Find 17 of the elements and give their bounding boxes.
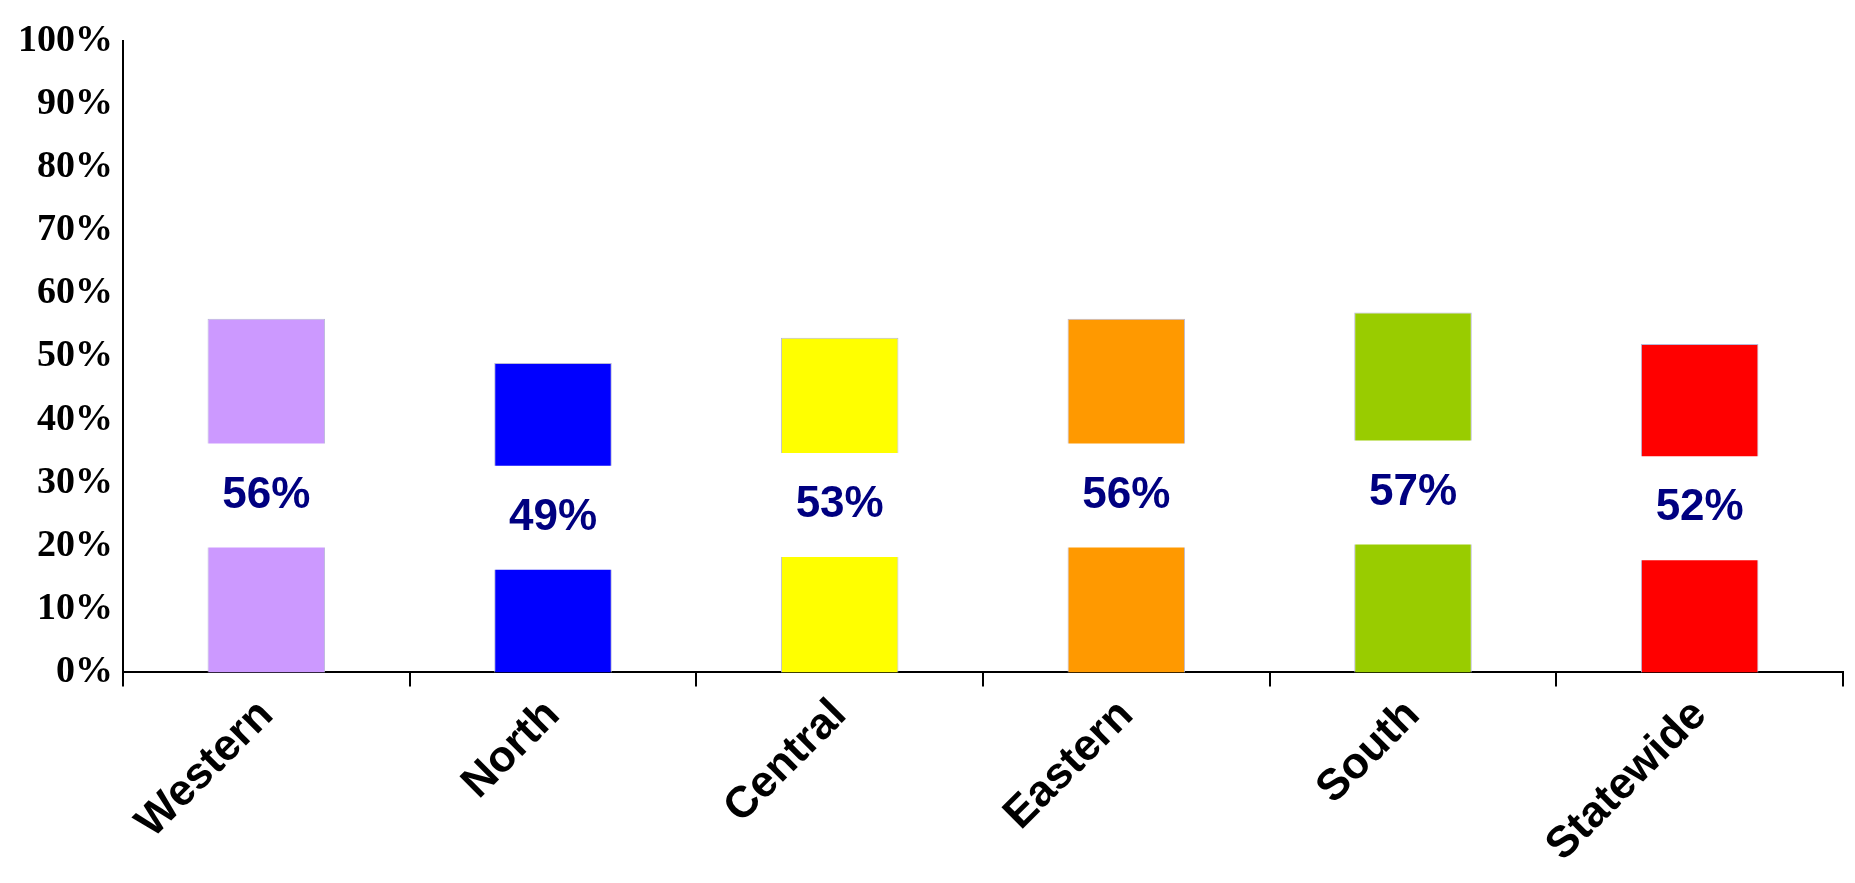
y-tick-label: 100% <box>18 16 113 59</box>
y-tick-label: 80% <box>37 142 113 185</box>
y-tick-label: 30% <box>37 458 113 501</box>
data-label: 53% <box>795 477 884 527</box>
y-tick-label: 50% <box>37 332 113 375</box>
y-tick-label: 90% <box>37 79 113 122</box>
data-label: 57% <box>1368 464 1458 514</box>
data-label: 49% <box>508 489 598 539</box>
y-tick-label: 20% <box>37 521 113 564</box>
y-tick-label: 40% <box>37 395 113 438</box>
y-tick-label: 10% <box>37 585 113 628</box>
data-label: 56% <box>222 467 311 517</box>
data-label: 56% <box>1082 467 1171 517</box>
y-tick-label: 60% <box>37 269 113 312</box>
data-label: 52% <box>1655 480 1744 530</box>
y-tick-label: 0% <box>56 648 113 691</box>
y-tick-label: 70% <box>37 206 113 249</box>
